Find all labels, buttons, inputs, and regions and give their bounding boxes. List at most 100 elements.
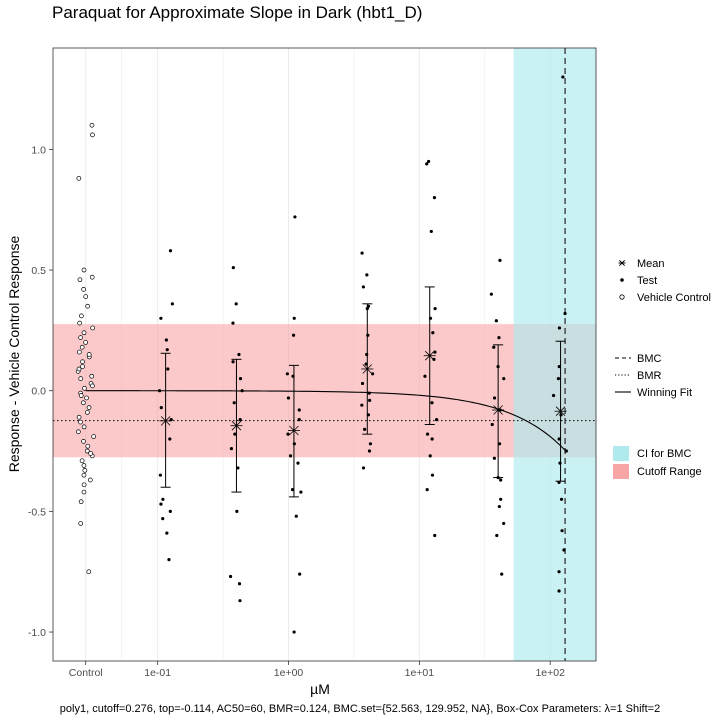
vehicle-control-point bbox=[86, 352, 92, 357]
test-point bbox=[228, 574, 233, 579]
test-point bbox=[558, 461, 562, 465]
reference-lines bbox=[53, 48, 596, 661]
vehicle-control-point bbox=[89, 274, 95, 280]
y-tick-label: -0.5 bbox=[28, 506, 46, 518]
vehicle-control-point bbox=[81, 424, 87, 430]
x-tick-label: Control bbox=[69, 667, 103, 679]
test-point bbox=[286, 396, 291, 400]
legend-item: Test bbox=[620, 275, 657, 287]
vehicle-control-point bbox=[80, 400, 86, 406]
test-point bbox=[430, 437, 434, 441]
vehicle-control-point bbox=[77, 277, 83, 283]
test-point bbox=[231, 360, 235, 364]
fit-line bbox=[85, 390, 566, 451]
test-point bbox=[432, 357, 436, 361]
legend-item: Vehicle Control bbox=[619, 292, 711, 304]
vehicle-control-point bbox=[77, 320, 82, 326]
test-point bbox=[497, 442, 502, 446]
test-point bbox=[492, 456, 496, 460]
x-axis-title: µM bbox=[310, 681, 330, 697]
test-point bbox=[165, 531, 169, 535]
test-point bbox=[291, 333, 296, 337]
points bbox=[75, 75, 568, 634]
test-point bbox=[430, 473, 435, 477]
legend-key-fill bbox=[613, 446, 629, 461]
test-point bbox=[360, 381, 365, 386]
legend-key-vehicle-control bbox=[619, 294, 625, 300]
test-point bbox=[365, 273, 369, 277]
test-point bbox=[169, 418, 173, 422]
legend-item: Cutoff Range bbox=[613, 464, 702, 479]
test-point bbox=[293, 215, 297, 219]
test-point bbox=[168, 437, 172, 441]
test-point bbox=[495, 533, 499, 538]
x-tick-label: 1e+00 bbox=[274, 667, 304, 679]
mean-marker bbox=[554, 406, 567, 416]
vehicle-control-point bbox=[78, 376, 84, 381]
vehicle-control-point bbox=[82, 467, 88, 473]
vehicle-control-point bbox=[90, 325, 96, 331]
vehicle-control-point bbox=[83, 340, 89, 345]
test-point bbox=[285, 372, 289, 376]
mean-marker bbox=[361, 364, 374, 374]
vehicle-control-point bbox=[81, 482, 87, 488]
test-point bbox=[159, 316, 163, 320]
test-point bbox=[561, 75, 565, 79]
test-point bbox=[361, 466, 366, 470]
test-point bbox=[433, 307, 437, 311]
vehicle-control-point bbox=[76, 366, 82, 372]
test-point bbox=[170, 302, 174, 306]
vehicle-control-point bbox=[90, 132, 95, 138]
test-point bbox=[288, 454, 293, 458]
vehicle-control-point bbox=[86, 405, 92, 410]
legend-item: BMC bbox=[615, 353, 662, 365]
vehicle-control-point bbox=[83, 294, 89, 299]
test-point bbox=[298, 572, 302, 576]
test-point bbox=[494, 319, 498, 323]
vehicle-control-point bbox=[81, 286, 86, 292]
vehicle-control-point bbox=[84, 448, 90, 454]
test-point bbox=[431, 331, 435, 335]
mean-marker bbox=[287, 425, 300, 436]
plot-panel bbox=[52, 47, 597, 662]
axes: -1.0 -0.5 0.0 0.5 1.0 Control 1e-01 1e+00 1e+01 1… bbox=[28, 144, 565, 679]
vehicle-control-point bbox=[81, 463, 87, 468]
test-point bbox=[557, 326, 562, 330]
mean-marker bbox=[423, 350, 436, 361]
vehicle-control-point bbox=[81, 330, 87, 336]
vehicle-control-point bbox=[85, 303, 91, 309]
mean-marker bbox=[230, 420, 243, 431]
test-point bbox=[498, 258, 502, 262]
vehicle-control-point bbox=[90, 383, 95, 389]
test-point bbox=[367, 449, 372, 453]
legend-item: Mean bbox=[618, 258, 665, 270]
test-point bbox=[238, 377, 243, 381]
test-point bbox=[234, 302, 238, 306]
test-point bbox=[166, 367, 170, 371]
test-point bbox=[233, 432, 237, 436]
test-point bbox=[497, 504, 501, 509]
test-point bbox=[557, 364, 561, 369]
test-point bbox=[562, 548, 566, 552]
vehicle-control-point bbox=[81, 489, 87, 495]
vehicle-control-point bbox=[81, 267, 87, 273]
vehicle-control-point bbox=[76, 175, 82, 181]
test-point bbox=[429, 229, 433, 234]
test-point bbox=[563, 311, 567, 316]
vehicle-control-point bbox=[80, 364, 85, 369]
legend-label: Test bbox=[637, 275, 657, 287]
test-point bbox=[286, 432, 290, 436]
test-point bbox=[231, 266, 235, 270]
test-point bbox=[161, 517, 165, 521]
y-tick-label: 1.0 bbox=[31, 144, 46, 156]
vehicle-control-point bbox=[78, 419, 83, 425]
vehicle-control-point bbox=[79, 313, 84, 319]
y-tick-label: 0.5 bbox=[31, 265, 46, 277]
test-point bbox=[423, 374, 427, 378]
test-point bbox=[297, 408, 301, 412]
test-point bbox=[235, 509, 239, 513]
legend-key-test bbox=[620, 278, 624, 282]
vehicle-control-point bbox=[86, 569, 92, 575]
vehicle-control-point bbox=[79, 458, 85, 464]
test-point bbox=[167, 558, 171, 562]
